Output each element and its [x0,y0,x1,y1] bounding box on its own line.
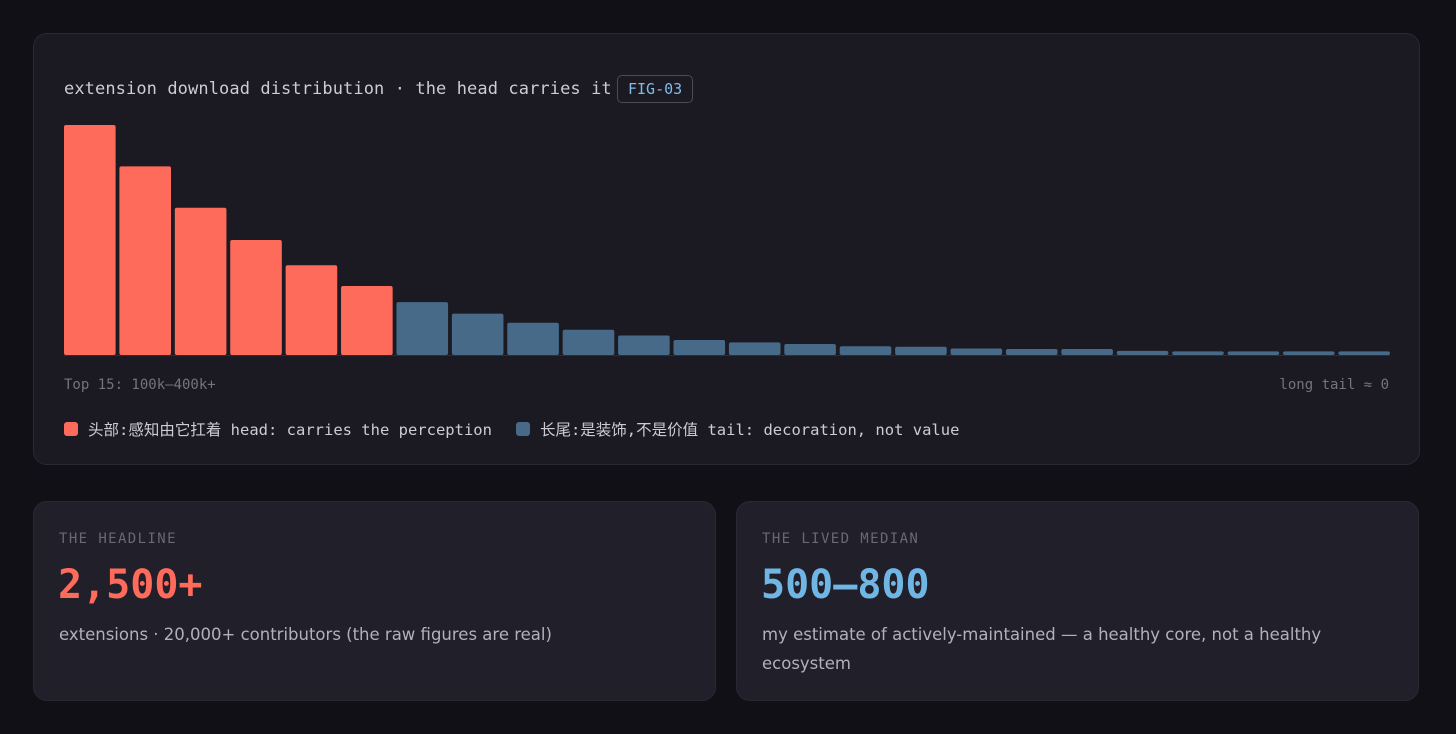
bar-head-4 [230,240,282,355]
stat-label: THE LIVED MEDIAN [762,531,920,547]
bar-tail-24 [1338,351,1390,355]
figure-tag: FIG-03 [617,75,694,103]
legend-swatch-tail [515,422,530,436]
stat-value: 500–800 [761,562,930,608]
bar-tail-14 [784,343,836,355]
bar-chart [64,125,1390,355]
stat-value: 2,500+ [58,562,203,608]
chart-legend: 头部:感知由它扛着 head: carries the perception 长… [64,418,983,440]
legend-item-tail: 长尾:是装饰,不是价值 tail: decoration, not value [515,418,960,440]
bar-tail-12 [673,340,726,355]
legend-swatch-head [64,422,78,436]
bar-head-3 [174,207,227,355]
bar-tail-10 [562,329,615,355]
bar-tail-13 [728,342,781,355]
head-range-note: Top 15: 100k–400k+ [64,377,216,393]
headline-stat-card: THE HEADLINE 2,500+ extensions · 20,000+… [33,501,716,701]
stat-description: my estimate of actively-maintained — a h… [762,625,1322,673]
chart-baseline [64,355,1390,356]
legend-label-head: 头部:感知由它扛着 head: carries the perception [88,421,492,439]
bar-tail-18 [1005,349,1058,355]
tail-note: long tail ≈ 0 [1279,377,1389,393]
bar-head-6 [341,286,393,355]
bar-tail-21 [1172,351,1224,355]
stat-label: THE HEADLINE [59,531,177,547]
median-stat-card: THE LIVED MEDIAN 500–800 my estimate of … [736,501,1419,701]
bar-tail-19 [1061,349,1113,355]
chart-title: extension download distribution · the he… [64,79,612,99]
bar-tail-9 [507,322,559,355]
bar-tail-15 [839,346,892,355]
bar-tail-17 [950,348,1003,355]
bar-tail-7 [396,302,449,355]
bar-tail-23 [1282,351,1335,355]
bar-head-5 [285,265,338,355]
stat-description: extensions · 20,000+ contributors (the r… [59,625,552,644]
bar-head-2 [119,166,172,355]
bar-tail-16 [895,346,947,355]
bar-tail-22 [1227,351,1280,355]
bar-tail-8 [451,313,504,355]
legend-label-tail: 长尾:是装饰,不是价值 tail: decoration, not value [539,421,960,439]
bar-tail-11 [618,335,670,355]
bar-tail-20 [1116,350,1169,355]
bar-head-1 [64,125,116,355]
chart-card: extension download distribution · the he… [33,33,1420,465]
legend-item-head: 头部:感知由它扛着 head: carries the perception [64,418,492,440]
